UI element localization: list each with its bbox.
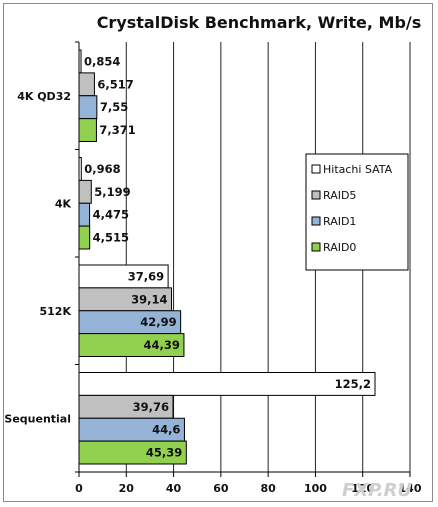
bar-1-3 — [78, 225, 91, 250]
data-label-3-0: 125,2 — [335, 377, 371, 391]
category-label-3: Sequential — [4, 412, 71, 425]
data-label-1-0: 0,968 — [84, 162, 120, 176]
legend: Hitachi SATA RAID5 RAID1 RAID0 — [305, 153, 409, 271]
axis-layer: 0 20 40 60 80 100 120 140 4K QD32 4K 512K Sequentia… — [4, 41, 422, 495]
data-label-0-0: 0,854 — [84, 54, 120, 68]
data-label-0-3: 7,371 — [99, 123, 135, 137]
bar-0-1 — [78, 72, 95, 97]
data-label-1-1: 5,199 — [94, 185, 130, 199]
data-label-2-3: 44,39 — [144, 338, 180, 352]
category-label-0: 4K QD32 — [17, 90, 71, 103]
x-tick-label-3: 60 — [213, 482, 229, 495]
data-label-2-1: 39,14 — [131, 292, 167, 306]
chart-frame: CrystalDisk Benchmark, Write, Mb/s 0,854… — [3, 3, 433, 502]
data-label-2-0: 37,69 — [128, 269, 164, 283]
bar-1-1 — [78, 179, 92, 204]
data-label-1-2: 4,475 — [93, 208, 129, 222]
legend-swatch-0 — [311, 164, 321, 174]
data-label-2-2: 42,99 — [140, 315, 176, 329]
x-tick-label-2: 40 — [166, 482, 182, 495]
bar-layer: 0,854 6,517 7,55 7,371 0,968 5,199 4,475 4,515 3… — [78, 49, 376, 465]
data-label-3-1: 39,76 — [133, 400, 169, 414]
category-label-2: 512K — [40, 305, 72, 318]
data-label-0-1: 6,517 — [97, 77, 133, 91]
chart-canvas: CrystalDisk Benchmark, Write, Mb/s 0,854… — [4, 13, 422, 501]
bar-3-0 — [78, 372, 376, 396]
legend-swatch-1 — [311, 190, 321, 200]
bar-0-2 — [78, 95, 98, 120]
x-tick-label-7: 140 — [399, 482, 422, 495]
bar-1-2 — [78, 202, 91, 227]
legend-label-2: RAID1 — [323, 215, 356, 228]
legend-swatch-3 — [311, 242, 321, 252]
legend-box — [305, 153, 409, 271]
data-label-3-2: 44,6 — [152, 423, 180, 437]
x-tick-label-5: 100 — [304, 482, 327, 495]
bar-0-3 — [78, 118, 97, 142]
data-label-3-3: 45,39 — [146, 446, 182, 460]
x-tick-label-6: 120 — [351, 482, 374, 495]
legend-label-1: RAID5 — [323, 189, 356, 202]
legend-label-3: RAID0 — [323, 241, 356, 254]
x-tick-label-1: 20 — [119, 482, 135, 495]
x-tick-label-0: 0 — [75, 482, 83, 495]
data-label-1-3: 4,515 — [93, 231, 129, 245]
data-label-0-2: 7,55 — [100, 100, 128, 114]
category-label-1: 4K — [55, 197, 72, 210]
chart-title: CrystalDisk Benchmark, Write, Mb/s — [97, 13, 422, 32]
legend-swatch-2 — [311, 216, 321, 226]
legend-label-0: Hitachi SATA — [323, 163, 393, 176]
x-tick-label-4: 80 — [260, 482, 276, 495]
watermark-logo: FXP.RU — [342, 480, 412, 501]
